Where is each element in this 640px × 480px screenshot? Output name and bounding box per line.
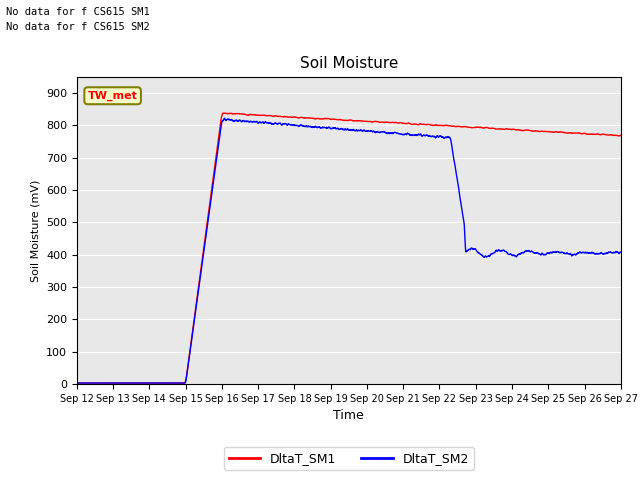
Text: TW_met: TW_met xyxy=(88,91,138,101)
X-axis label: Time: Time xyxy=(333,409,364,422)
Y-axis label: Soil Moisture (mV): Soil Moisture (mV) xyxy=(30,179,40,282)
Text: No data for f CS615 SM1: No data for f CS615 SM1 xyxy=(6,7,150,17)
Text: No data for f CS615 SM2: No data for f CS615 SM2 xyxy=(6,22,150,32)
Legend: DltaT_SM1, DltaT_SM2: DltaT_SM1, DltaT_SM2 xyxy=(223,447,474,470)
Title: Soil Moisture: Soil Moisture xyxy=(300,57,398,72)
